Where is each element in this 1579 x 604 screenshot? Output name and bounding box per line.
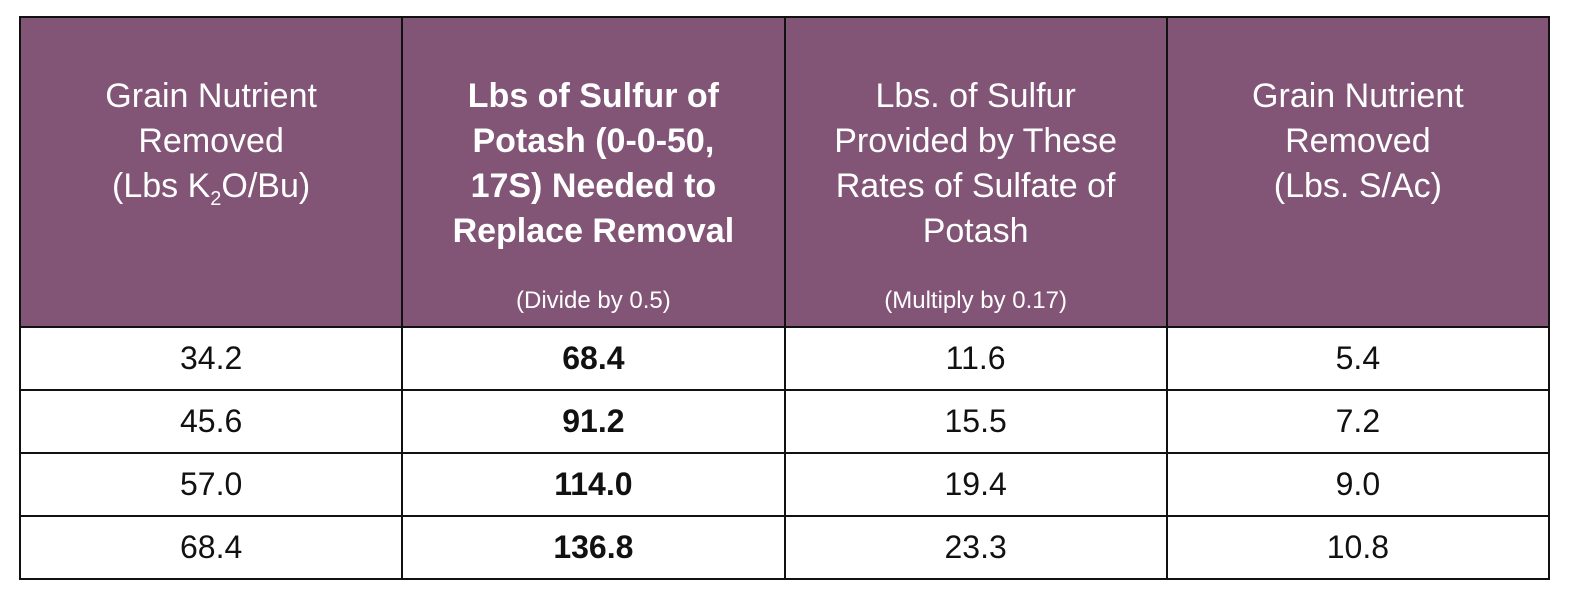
- table-cell: 7.2: [1165, 389, 1551, 454]
- table-cell: 9.0: [1165, 452, 1551, 517]
- table-cell: 11.6: [783, 326, 1168, 391]
- header-line: Removed: [1285, 122, 1431, 160]
- header-unit-prefix: (Lbs K: [112, 167, 211, 205]
- table-cell: 45.6: [18, 389, 404, 454]
- header-line: Potash: [922, 212, 1029, 250]
- table-cell: 114.0: [401, 452, 786, 517]
- header-line: Rates of Sulfate of: [835, 167, 1116, 205]
- table-row: 68.4 136.8 23.3 10.8: [18, 515, 1551, 580]
- header-title: Grain Nutrient Removed (Lbs. S/Ac): [1168, 74, 1548, 209]
- table-row: 57.0 114.0 19.4 9.0: [18, 452, 1551, 517]
- table-row: 34.2 68.4 11.6 5.4: [18, 326, 1551, 391]
- header-line: Lbs of Sulfur of: [467, 77, 719, 115]
- header-title: Grain Nutrient Removed (Lbs K2O/Bu): [21, 74, 401, 209]
- header-grain-s-removed: Grain Nutrient Removed (Lbs. S/Ac): [1165, 16, 1551, 328]
- header-line: Provided by These: [834, 122, 1118, 160]
- header-grain-k2o-removed: Grain Nutrient Removed (Lbs K2O/Bu): [18, 16, 404, 328]
- table-cell: 57.0: [18, 452, 404, 517]
- header-line: (Lbs. S/Ac): [1273, 167, 1442, 205]
- table-cell: 23.3: [783, 515, 1168, 580]
- table-cell: 68.4: [18, 515, 404, 580]
- header-sulfate-potash-needed: Lbs of Sulfur of Potash (0-0-50, 17S) Ne…: [401, 16, 786, 328]
- header-line: Grain Nutrient: [105, 77, 317, 115]
- header-note: (Multiply by 0.17): [884, 287, 1067, 314]
- header-line: Replace Removal: [452, 212, 735, 250]
- table-cell: 91.2: [401, 389, 786, 454]
- header-sulfur-provided: Lbs. of Sulfur Provided by These Rates o…: [783, 16, 1168, 328]
- header-line: 17S) Needed to: [470, 167, 717, 205]
- header-unit-subscript: 2: [210, 188, 222, 210]
- table-cell: 10.8: [1165, 515, 1551, 580]
- header-unit-suffix: O/Bu): [221, 167, 311, 205]
- table-cell: 15.5: [783, 389, 1168, 454]
- header-line: Lbs. of Sulfur: [875, 77, 1076, 115]
- table-cell: 19.4: [783, 452, 1168, 517]
- table-cell: 34.2: [18, 326, 404, 391]
- header-line: Grain Nutrient: [1252, 77, 1464, 115]
- table-cell: 68.4: [401, 326, 786, 391]
- table-cell: 136.8: [401, 515, 786, 580]
- table-cell: 5.4: [1165, 326, 1551, 391]
- table-row: 45.6 91.2 15.5 7.2: [18, 389, 1551, 454]
- header-line: Removed: [138, 122, 284, 160]
- header-line: Potash (0-0-50,: [472, 122, 715, 160]
- header-title: Lbs of Sulfur of Potash (0-0-50, 17S) Ne…: [403, 74, 783, 254]
- header-title: Lbs. of Sulfur Provided by These Rates o…: [786, 74, 1166, 254]
- header-row: Grain Nutrient Removed (Lbs K2O/Bu) Lbs …: [18, 16, 1551, 328]
- header-note: (Divide by 0.5): [516, 287, 671, 314]
- nutrient-removal-table: Grain Nutrient Removed (Lbs K2O/Bu) Lbs …: [18, 16, 1551, 580]
